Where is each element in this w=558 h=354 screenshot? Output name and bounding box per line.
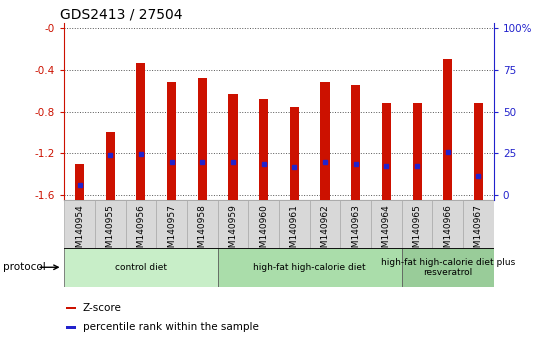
Bar <box>320 82 330 200</box>
Bar <box>402 248 494 287</box>
Text: high-fat high-calorie diet: high-fat high-calorie diet <box>253 263 366 272</box>
Bar <box>474 103 483 200</box>
Bar <box>218 200 248 248</box>
Bar <box>66 326 76 329</box>
Bar <box>412 103 422 200</box>
Bar <box>64 200 95 248</box>
Text: GSM140967: GSM140967 <box>474 204 483 259</box>
Bar <box>218 248 402 287</box>
Text: control diet: control diet <box>115 263 167 272</box>
Bar <box>198 78 207 200</box>
Text: GSM140954: GSM140954 <box>75 204 84 258</box>
Bar <box>187 200 218 248</box>
Bar <box>443 59 453 200</box>
Bar <box>136 63 146 200</box>
Bar <box>156 200 187 248</box>
Bar <box>259 99 268 200</box>
Bar <box>64 248 218 287</box>
Bar <box>310 200 340 248</box>
Text: GSM140964: GSM140964 <box>382 204 391 258</box>
Text: GSM140962: GSM140962 <box>320 204 330 258</box>
Bar <box>290 107 299 200</box>
Bar <box>105 132 115 200</box>
Bar <box>75 164 84 200</box>
Bar <box>340 200 371 248</box>
Bar <box>228 94 238 200</box>
Bar <box>167 82 176 200</box>
Bar <box>432 200 463 248</box>
Text: protocol: protocol <box>3 262 46 272</box>
Text: GSM140965: GSM140965 <box>412 204 422 259</box>
Text: GSM140963: GSM140963 <box>351 204 360 259</box>
Text: GSM140959: GSM140959 <box>228 204 238 259</box>
Text: GSM140955: GSM140955 <box>105 204 115 259</box>
Bar <box>402 200 432 248</box>
Bar <box>382 103 391 200</box>
Bar <box>351 85 360 200</box>
Text: percentile rank within the sample: percentile rank within the sample <box>83 322 259 332</box>
Bar <box>371 200 402 248</box>
Bar <box>66 307 76 309</box>
Bar <box>279 200 310 248</box>
Text: GSM140958: GSM140958 <box>198 204 207 259</box>
Text: GSM140966: GSM140966 <box>443 204 453 259</box>
Text: high-fat high-calorie diet plus
resveratrol: high-fat high-calorie diet plus resverat… <box>381 258 515 277</box>
Bar <box>95 200 126 248</box>
Text: GSM140957: GSM140957 <box>167 204 176 259</box>
Text: GSM140956: GSM140956 <box>136 204 146 259</box>
Bar <box>463 200 494 248</box>
Text: GSM140960: GSM140960 <box>259 204 268 259</box>
Text: GSM140961: GSM140961 <box>290 204 299 259</box>
Bar <box>126 200 156 248</box>
Text: Z-score: Z-score <box>83 303 122 313</box>
Text: GDS2413 / 27504: GDS2413 / 27504 <box>60 8 182 22</box>
Bar <box>248 200 279 248</box>
